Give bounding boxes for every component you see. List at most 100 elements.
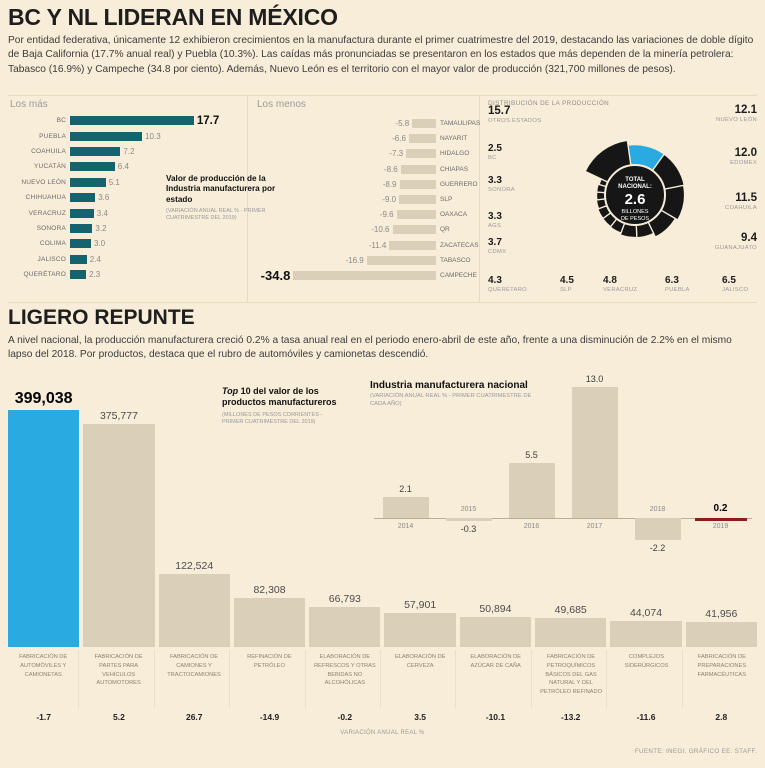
- bar-value-label: -34.8: [260, 267, 291, 283]
- bar-category-label: TABASCO: [440, 256, 471, 264]
- donut-label: 3.3 AGS: [488, 211, 502, 229]
- bar-value-label: 0.2: [713, 503, 728, 514]
- source-credit: FUENTE: INEGI. GRÁFICO EE: STAFF.: [634, 748, 757, 755]
- bar-category-label: FABRICACIÓN DE AUTOMÓVILES Y CAMIONETAS: [8, 650, 80, 708]
- bar: [70, 116, 194, 126]
- bar-row: -7.3 HIDALGO: [252, 146, 482, 161]
- bar-value-label: 3.0: [94, 239, 106, 249]
- bar-value-label: -6.6: [392, 134, 406, 144]
- bar-category-label: CHIAPAS: [440, 165, 469, 173]
- bar-category-label: FABRICACIÓN DE CAMIONES Y TRACTOCAMIONES: [159, 650, 231, 708]
- bar-category-label: QUERÉTARO: [23, 271, 66, 279]
- bar-category-label: JALISCO: [37, 255, 66, 263]
- bar: [309, 607, 381, 647]
- bar-value-label: 44,074: [629, 606, 663, 619]
- distribucion-title: DISTRIBUCIÓN DE LA PRODUCCIÓN: [488, 100, 610, 107]
- donut-label-name: QUERÉTARO: [488, 286, 527, 293]
- donut-label-name: NUEVO LEÓN: [715, 117, 757, 124]
- bar-row: BC 17.7: [10, 113, 244, 128]
- bar-value-label: -16.9: [345, 255, 364, 265]
- bar-column: 82,308: [233, 584, 306, 647]
- donut-label: 6.5 JALISCO: [722, 275, 748, 293]
- bar-value-label: -2.2: [649, 543, 666, 554]
- divider: [8, 302, 757, 303]
- bar-column: 399,038: [8, 390, 80, 647]
- bar-column: 41,956: [685, 608, 757, 647]
- bar-row: NUEVO LEÓN 5.1: [10, 175, 244, 190]
- donut-label: 6.3 PUEBLA: [665, 275, 690, 293]
- bar-category-label: ZACATECAS: [440, 241, 479, 249]
- donut-label-value: 12.0: [734, 147, 757, 159]
- bar: [70, 223, 93, 233]
- donut-center: [604, 164, 666, 226]
- bar-value-label: -10.6: [371, 225, 390, 235]
- top10-chart: 399,038 375,777 122,524 82,308 66,793 57,901 5…: [8, 390, 757, 647]
- axis-tick-label: 2018: [649, 506, 666, 513]
- bar: [396, 210, 436, 220]
- bar: [70, 239, 91, 249]
- bar-category-label: OAXACA: [440, 211, 468, 219]
- bar-value-label: 122,524: [175, 560, 214, 573]
- donut-label: 12.0 EDOMEX: [730, 147, 757, 167]
- bar-value-label: -9.0: [382, 195, 397, 205]
- donut-label-name: EDOMEX: [730, 160, 757, 167]
- bar: [389, 240, 436, 250]
- bar-row: JALISCO 2.4: [10, 252, 244, 267]
- donut-label-value: 4.3: [488, 275, 502, 286]
- bar: [70, 254, 87, 264]
- los-mas-title: Los más: [10, 99, 48, 110]
- axis-tick-label: 2014: [397, 523, 414, 530]
- bar: [634, 518, 681, 541]
- bar-category-label: QR: [440, 226, 450, 234]
- bar-value-label: -8.9: [382, 179, 397, 189]
- bar: [70, 162, 115, 172]
- bar: [685, 622, 757, 647]
- bar-value-label: -7.3: [389, 149, 404, 159]
- bar-column: 57,901: [384, 599, 456, 647]
- bar-value-label: 3.2: [95, 223, 107, 233]
- bar-row: -8.9 GUERRERO: [252, 177, 482, 192]
- divider: [247, 95, 248, 302]
- bar-row: -8.6 CHIAPAS: [252, 162, 482, 177]
- donut-label-name: PUEBLA: [665, 286, 690, 293]
- bar: [400, 164, 436, 174]
- donut-label-name: COAHUILA: [724, 205, 757, 212]
- donut-label-name: VERACRUZ: [603, 286, 638, 293]
- bar-value-label: 6.4: [117, 162, 129, 172]
- bar-category-label: FABRICACIÓN DE PARTES PARA VEHÍCULOS AUT…: [83, 650, 155, 708]
- donut-label: 4.5 SLP: [560, 275, 574, 293]
- bar-column: 66,793: [309, 593, 381, 647]
- bar-variation-label: 5.2: [113, 712, 125, 722]
- section-paragraph: A nivel nacional, la producción manufact…: [8, 335, 732, 361]
- bar-value-label: -9.6: [379, 210, 394, 220]
- bar: [70, 177, 106, 187]
- bar-value-label: 2.1: [399, 483, 412, 494]
- bar-row: COAHUILA 7.2: [10, 144, 244, 159]
- bar-category-label: COLIMA: [39, 240, 66, 248]
- donut-label-value: 2.5: [488, 143, 502, 154]
- bar-value-label: 2.3: [89, 270, 101, 280]
- bar-category-label: PUEBLA: [39, 132, 66, 140]
- intro-paragraph: Por entidad federativa, únicamente 12 ex…: [8, 35, 754, 75]
- donut-label-value: 3.7: [488, 237, 502, 248]
- bar: [408, 134, 436, 144]
- bar-category-label: NUEVO LEÓN: [21, 178, 66, 186]
- bar: [694, 518, 747, 521]
- bar-value-label: 3.6: [98, 193, 110, 203]
- bar-category-label: ELABORACIÓN DE CERVEZA: [385, 650, 457, 708]
- axis-tick-label: 2016: [523, 523, 540, 530]
- donut-label: 2.5 BC: [488, 143, 502, 161]
- donut-label-name: AGS: [488, 222, 502, 229]
- bar-row: -9.0 SLP: [252, 192, 482, 207]
- bar-category-label: COAHUILA: [31, 147, 66, 155]
- bar-row: -11.4 ZACATECAS: [252, 238, 482, 253]
- inset-subtitle: (VARIACIÓN ANUAL REAL % - PRIMER CUATRIM…: [370, 393, 532, 407]
- bar-variation-label: -13.2: [561, 712, 581, 722]
- bar-row: CHIHUAHUA 3.6: [10, 190, 244, 205]
- donut-label-name: GUANAJUATO: [714, 245, 757, 252]
- bar-variation-label: 26.7: [185, 712, 203, 722]
- bar: [571, 386, 618, 518]
- donut-label: 3.3 SONORA: [488, 175, 515, 193]
- bar: [412, 119, 436, 129]
